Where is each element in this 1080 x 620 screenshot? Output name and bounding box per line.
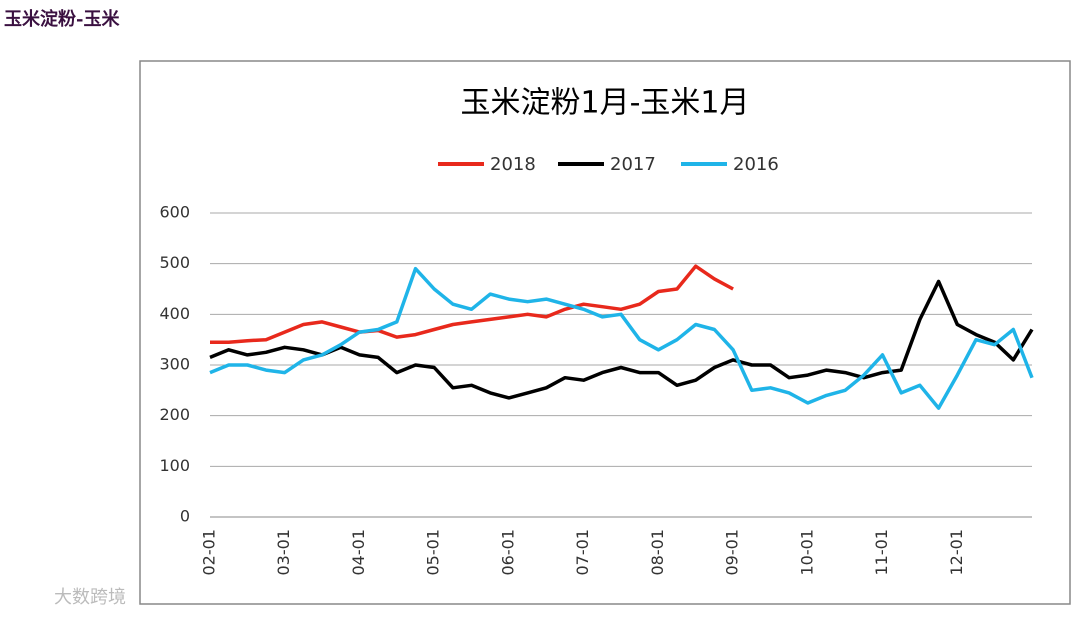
x-tick-label: 12-01	[947, 529, 966, 576]
page-header: 玉米淀粉-玉米	[4, 8, 120, 30]
y-tick-label: 500	[159, 253, 190, 272]
legend-label: 2017	[610, 154, 656, 175]
chart-title: 玉米淀粉1月-玉米1月	[461, 86, 750, 121]
x-tick-label: 07-01	[573, 529, 592, 576]
x-tick-label: 04-01	[349, 529, 368, 576]
x-tick-label: 06-01	[498, 529, 517, 576]
legend-label: 2018	[490, 154, 536, 175]
x-tick-label: 08-01	[648, 529, 667, 576]
x-tick-label: 09-01	[723, 529, 742, 576]
chart-frame	[139, 60, 1071, 605]
legend-label: 2016	[733, 154, 779, 175]
x-tick-label: 11-01	[872, 529, 891, 576]
series-line	[209, 266, 1034, 410]
x-tick-label: 05-01	[424, 529, 443, 576]
x-tick-label: 02-01	[200, 529, 219, 576]
y-tick-label: 100	[159, 456, 190, 475]
y-tick-label: 200	[159, 405, 190, 424]
y-tick-label: 300	[159, 355, 190, 374]
watermark: 大数跨境	[54, 587, 126, 608]
y-tick-label: 600	[159, 203, 190, 222]
x-tick-label: 03-01	[274, 529, 293, 576]
y-tick-label: 400	[159, 304, 190, 323]
series-line	[210, 264, 734, 344]
x-tick-label: 10-01	[797, 529, 816, 576]
series-line	[209, 279, 1034, 400]
y-tick-label: 0	[180, 507, 190, 526]
